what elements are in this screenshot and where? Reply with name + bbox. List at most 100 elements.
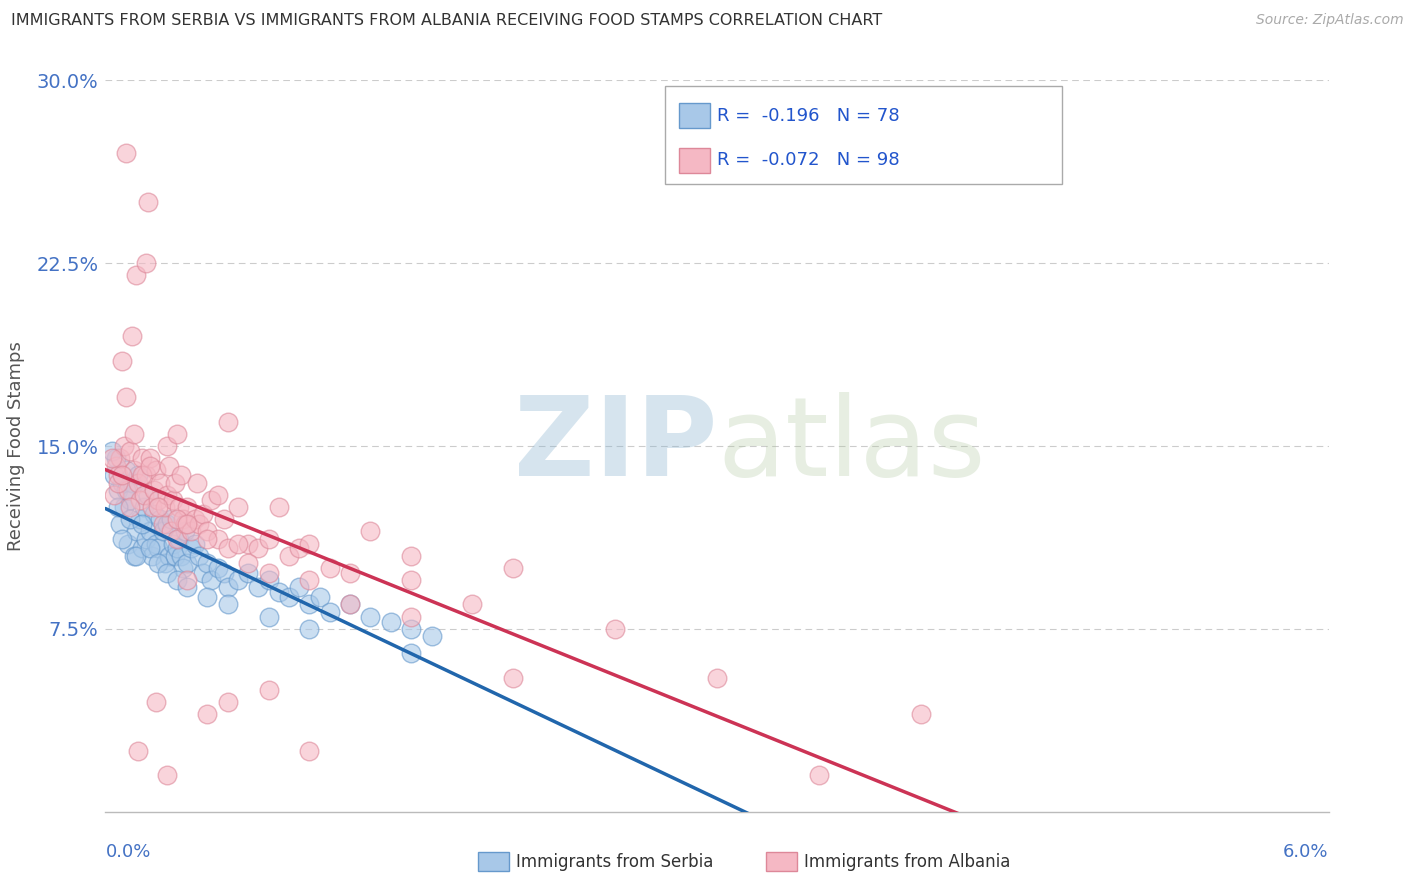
Point: [288, 541, 311, 556]
Point: [100, 451, 122, 466]
Point: [399, 573, 422, 587]
Point: [149, 512, 172, 526]
Point: [195, 556, 219, 570]
Point: [188, 549, 211, 563]
Text: atlas: atlas: [717, 392, 986, 500]
Text: Immigrants from Albania: Immigrants from Albania: [804, 853, 1011, 871]
Point: [236, 536, 259, 550]
Point: [139, 541, 162, 556]
Point: [141, 549, 163, 563]
Point: [100, 443, 122, 458]
Point: [172, 561, 194, 575]
Point: [706, 671, 728, 685]
Point: [135, 256, 157, 270]
Point: [257, 609, 280, 624]
Point: [131, 468, 153, 483]
Point: [131, 541, 153, 556]
Point: [115, 390, 138, 404]
Point: [157, 549, 180, 563]
Point: [112, 439, 135, 453]
Point: [143, 508, 166, 522]
Point: [257, 532, 280, 546]
Point: [115, 146, 138, 161]
Point: [127, 744, 149, 758]
Point: [298, 536, 321, 550]
Point: [159, 512, 181, 526]
Point: [134, 500, 156, 514]
Point: [420, 629, 443, 643]
Point: [135, 532, 157, 546]
Point: [135, 468, 157, 483]
Point: [195, 707, 219, 722]
Point: [170, 549, 193, 563]
Point: [127, 475, 149, 490]
Point: [200, 492, 222, 507]
Point: [107, 468, 129, 483]
Point: [184, 512, 207, 526]
Point: [111, 532, 134, 546]
Text: 0.0%: 0.0%: [105, 843, 150, 861]
Point: [217, 581, 239, 595]
Point: [167, 500, 190, 514]
Point: [121, 475, 143, 490]
Point: [180, 541, 202, 556]
Point: [267, 585, 290, 599]
Point: [603, 622, 626, 636]
Point: [176, 573, 198, 587]
Point: [104, 458, 127, 473]
Point: [111, 468, 134, 483]
Point: [217, 415, 239, 429]
Point: [166, 532, 188, 546]
Point: [217, 695, 239, 709]
Point: [155, 566, 177, 580]
Point: [212, 512, 235, 526]
Text: IMMIGRANTS FROM SERBIA VS IMMIGRANTS FROM ALBANIA RECEIVING FOOD STAMPS CORRELAT: IMMIGRANTS FROM SERBIA VS IMMIGRANTS FRO…: [11, 13, 883, 29]
Point: [298, 573, 321, 587]
Point: [247, 581, 270, 595]
Point: [166, 512, 188, 526]
Point: [195, 524, 219, 539]
Point: [277, 549, 299, 563]
Point: [502, 561, 524, 575]
Point: [157, 458, 180, 473]
Point: [247, 541, 270, 556]
Point: [148, 500, 170, 514]
Point: [111, 353, 134, 368]
Text: Source: ZipAtlas.com: Source: ZipAtlas.com: [1256, 13, 1403, 28]
Point: [162, 492, 184, 507]
Point: [257, 682, 280, 697]
Point: [399, 646, 422, 660]
Point: [172, 512, 194, 526]
Point: [148, 492, 170, 507]
Point: [148, 541, 170, 556]
Point: [108, 451, 131, 466]
Point: [145, 695, 167, 709]
Point: [200, 573, 222, 587]
Point: [461, 598, 484, 612]
Point: [155, 488, 177, 502]
Point: [166, 573, 188, 587]
Point: [193, 508, 215, 522]
Point: [122, 463, 145, 477]
Point: [308, 590, 330, 604]
Point: [288, 581, 311, 595]
Point: [318, 561, 340, 575]
Point: [125, 549, 148, 563]
Point: [236, 566, 259, 580]
Point: [176, 500, 198, 514]
Point: [117, 536, 139, 550]
Point: [184, 536, 207, 550]
Point: [118, 512, 141, 526]
Point: [139, 458, 162, 473]
Point: [170, 468, 193, 483]
Point: [149, 475, 172, 490]
Point: [163, 549, 186, 563]
Point: [298, 744, 321, 758]
Point: [152, 516, 174, 531]
Text: Immigrants from Serbia: Immigrants from Serbia: [516, 853, 713, 871]
Point: [807, 768, 830, 782]
Point: [339, 566, 361, 580]
Point: [226, 573, 249, 587]
Point: [226, 500, 249, 514]
Point: [136, 195, 159, 210]
